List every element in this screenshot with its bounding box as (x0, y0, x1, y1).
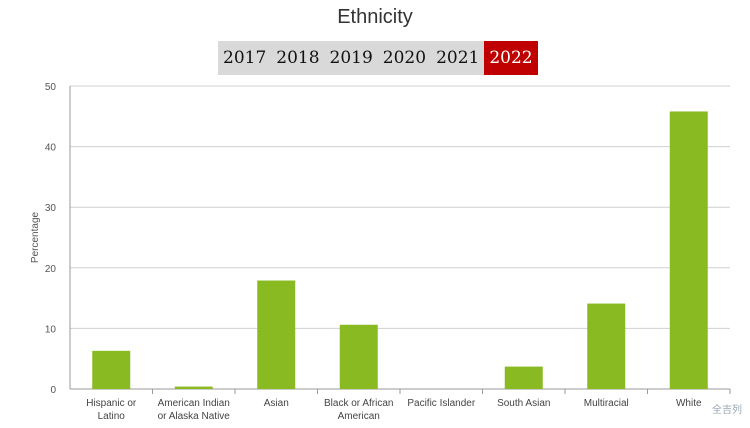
x-tick-label: Asian (264, 398, 289, 409)
y-tick-label: 0 (50, 385, 56, 396)
y-tick-label: 40 (45, 143, 57, 154)
chart-title: Ethnicity (337, 6, 413, 28)
x-tick-label: South Asian (497, 398, 550, 409)
year-selector: 2017 2018 2019 2020 2021 2022 (218, 41, 538, 75)
x-tick-label: or Alaska Native (158, 411, 231, 422)
year-tab-2021[interactable]: 2021 (436, 48, 480, 68)
y-tick-label: 30 (45, 203, 57, 214)
watermark-logo: 全吉列 (712, 405, 742, 416)
bar (257, 280, 296, 389)
year-tab-2020[interactable]: 2020 (382, 48, 427, 68)
bar (174, 386, 213, 389)
bar (504, 366, 543, 389)
y-axis-label: Percentage (30, 211, 41, 263)
year-tab-2022[interactable]: 2022 (484, 41, 538, 75)
year-tab-2017[interactable]: 2017 (223, 48, 267, 68)
x-tick-label: American Indian (158, 398, 230, 409)
y-tick-label: 50 (45, 82, 57, 93)
bar (669, 111, 708, 390)
x-tick-label: White (676, 398, 702, 409)
year-tab-2019[interactable]: 2019 (329, 48, 373, 68)
x-tick-label: Hispanic or (86, 398, 137, 409)
x-tick-label: Black or African (324, 398, 393, 409)
x-tick-label: Pacific Islander (407, 398, 475, 409)
y-tick-label: 20 (45, 264, 57, 275)
bar (587, 303, 626, 389)
x-tick-label: American (338, 411, 380, 422)
year-tab-2018[interactable]: 2018 (276, 48, 320, 68)
bar (339, 324, 378, 389)
x-tick-label: Latino (98, 411, 126, 422)
x-tick-label: Multiracial (584, 398, 629, 409)
y-tick-label: 10 (45, 324, 57, 335)
bar (92, 350, 131, 389)
